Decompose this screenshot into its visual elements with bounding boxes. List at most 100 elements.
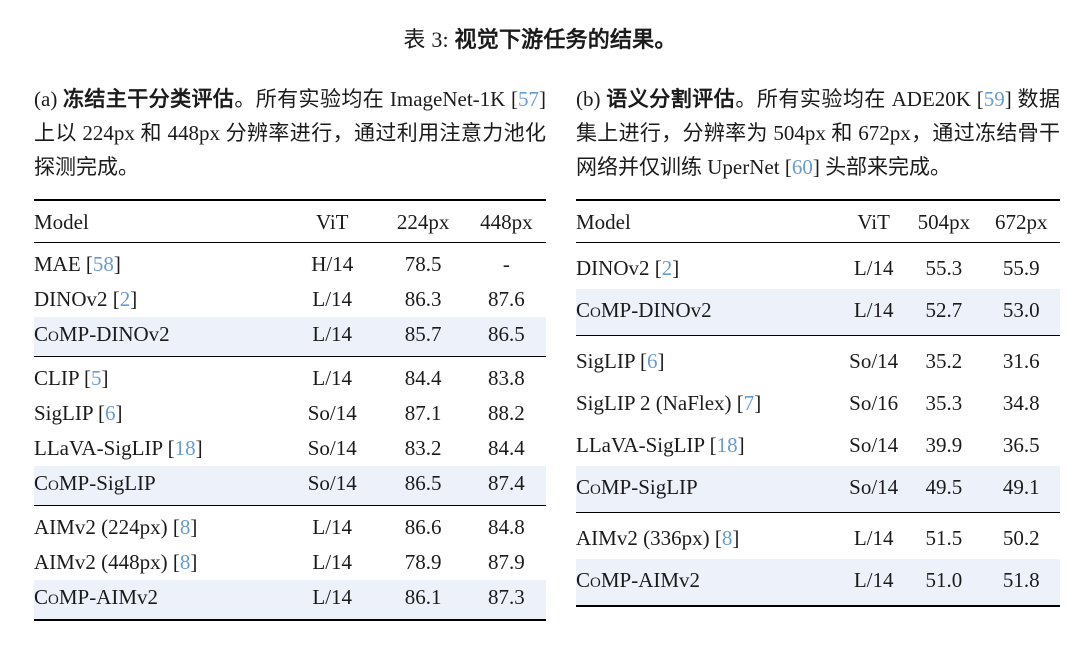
value-cell: 51.0 [905,559,983,606]
model-name: CLIP [34,366,84,390]
model-name: -DINOv2 [89,322,170,346]
model-name-smallcaps: CoMP [576,568,632,592]
table-title: 表 3: 视觉下游任务的结果。 [34,22,1046,54]
citation-bracket: ] [539,87,547,111]
vit-cell: So/14 [307,436,357,460]
citation-link[interactable]: [8] [715,526,740,550]
citation-link[interactable]: [2] [655,256,680,280]
value-cell: 84.4 [404,366,442,390]
model-name: AIMv2 (224px) [34,515,173,539]
value-cell: 87.1 [404,401,442,425]
citation-link[interactable]: [8] [173,550,198,574]
model-cell: CoMP-SigLIP [576,466,843,513]
header-row: Model ViT 224px 448px [34,200,546,243]
col-header-672px: 672px [982,200,1060,243]
model-name-smallcaps: CoMP [34,585,90,609]
panel-a: (a) 冻结主干分类评估。所有实验均在 ImageNet-1K [57] 上以 … [34,82,546,621]
table-row: AIMv2 (448px) [8] L/14 78.9 87.9 [34,545,546,580]
group-aimv2: AIMv2 (336px) [8] L/14 51.5 50.2 CoMP-AI… [576,512,1060,606]
citation-number: 59 [983,87,1005,111]
table-title-prefix: 表 3: [403,27,449,52]
value-cell: 36.5 [1002,433,1040,457]
citation-number: 6 [104,401,116,425]
citation-link[interactable]: [18] [710,433,745,457]
table-row: MAE [58] H/14 78.5 - [34,243,546,283]
vit-cell: L/14 [312,287,353,311]
citation-link[interactable]: [2] [113,287,138,311]
model-name: DINOv2 [34,287,113,311]
col-header-model: Model [576,200,843,243]
citation-link[interactable]: [60] [785,155,820,179]
table-row-highlighted: CoMP-SigLIP So/14 86.5 87.4 [34,466,546,506]
citation-bracket: [ [97,401,105,425]
value-cell: 86.5 [466,317,546,357]
citation-number: 18 [716,433,738,457]
model-name: SigLIP 2 (NaFlex) [576,391,737,415]
subcaption-b-text: 。所有实验均在 ADE20K [735,87,977,111]
vit-cell: So/16 [849,391,899,415]
citation-number: 8 [179,550,191,574]
value-cell: 84.8 [487,515,525,539]
value-cell: 88.2 [487,401,525,425]
value-cell: 87.9 [487,550,525,574]
citation-bracket: ] [737,433,745,457]
subcaption-b-label: (b) [576,87,607,111]
citation-number: 6 [646,349,658,373]
group-clip-siglip: CLIP [5] L/14 84.4 83.8 SigLIP [6] So/14… [34,356,546,506]
model-cell: CLIP [5] [34,357,285,397]
subcaption-b-text: 头部来完成。 [819,155,952,179]
vit-cell: L/14 [853,526,894,550]
value-cell: 31.6 [1002,349,1040,373]
subcaption-a-label: (a) [34,87,63,111]
vit-cell: L/14 [312,550,353,574]
col-header-model: Model [34,200,285,243]
value-cell: - [502,252,510,276]
model-name-smallcaps: CoMP [34,471,90,495]
citation-link[interactable]: [57] [511,87,546,111]
model-name: LLaVA-SigLIP [34,436,168,460]
citation-bracket: [ [654,256,662,280]
citation-bracket: [ [639,349,647,373]
vit-cell: So/14 [849,433,899,457]
citation-link[interactable]: [6] [98,401,123,425]
citation-link[interactable]: [7] [737,391,762,415]
citation-number: 60 [791,155,813,179]
model-name: -SigLIP [89,471,156,495]
citation-bracket: [ [172,515,180,539]
table-row: AIMv2 (224px) [8] L/14 86.6 84.8 [34,506,546,546]
citation-bracket: [ [714,526,722,550]
citation-bracket: ] [1004,87,1012,111]
model-cell: DINOv2 [2] [34,282,285,317]
table-row: CLIP [5] L/14 84.4 83.8 [34,357,546,397]
citation-link[interactable]: [18] [168,436,203,460]
col-header-504px: 504px [905,200,983,243]
model-name: -AIMv2 [631,568,701,592]
vit-cell: L/14 [842,559,906,606]
value-cell: 49.5 [905,466,983,513]
citation-bracket: [ [709,433,717,457]
model-name-smallcaps: CoMP [34,322,90,346]
citation-number: 2 [661,256,673,280]
subcaption-b-text: 数据集上进行，分辨率为 504px 和 672px，通过冻结骨干网络并仅训练 U… [576,87,1061,179]
citation-bracket: ] [195,436,203,460]
subcaption-a-text: 。所有实验均在 ImageNet-1K [234,87,512,111]
model-cell: MAE [58] [34,243,285,283]
citation-link[interactable]: [6] [640,349,665,373]
value-cell: 86.1 [379,580,467,620]
subcaption-b-bold: 语义分割评估 [606,87,736,111]
vit-cell: So/14 [842,466,906,513]
citation-bracket: ] [812,155,820,179]
citation-link[interactable]: [58] [86,252,121,276]
model-cell: SigLIP [6] [34,396,285,431]
citation-link[interactable]: [5] [84,366,109,390]
citation-link[interactable]: [59] [977,87,1012,111]
value-cell: 39.9 [925,433,963,457]
citation-bracket: ] [115,401,123,425]
citation-bracket: [ [976,87,984,111]
table-row-highlighted: CoMP-SigLIP So/14 49.5 49.1 [576,466,1060,513]
citation-bracket: ] [101,366,109,390]
model-name: -AIMv2 [89,585,159,609]
table-row: SigLIP [6] So/14 87.1 88.2 [34,396,546,431]
citation-link[interactable]: [8] [173,515,198,539]
table-row: AIMv2 (336px) [8] L/14 51.5 50.2 [576,513,1060,560]
